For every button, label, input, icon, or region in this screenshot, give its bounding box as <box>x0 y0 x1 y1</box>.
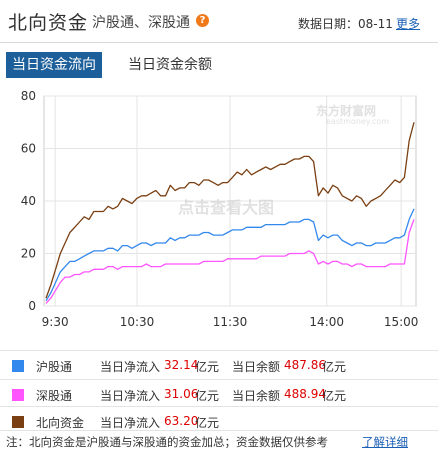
eastmoney-logo-subtext: eastmoney.com <box>326 117 390 126</box>
balance-value: 487.86 <box>284 358 326 372</box>
balance-label: 当日余额 <box>232 389 281 403</box>
legend-swatch-sz <box>12 389 24 401</box>
page-title: 北向资金 <box>8 12 89 34</box>
inflow-value: 63.20 <box>164 414 199 428</box>
series-line-2 <box>45 219 415 304</box>
x-tick-label: 11:30 <box>213 315 248 329</box>
inflow-unit: 亿元 <box>195 360 220 374</box>
inflow-label: 当日净流入 <box>100 360 161 374</box>
legend-divider <box>0 430 438 431</box>
grid-layer <box>43 95 417 307</box>
y-tick-label: 80 <box>21 89 36 103</box>
more-link[interactable]: 更多 <box>396 17 421 31</box>
page-subtitle: 沪股通、深股通 <box>92 15 190 31</box>
y-tick-label: 60 <box>21 142 36 156</box>
legend-row-north: 北向资金 当日净流入 63.20 亿元 <box>0 410 438 434</box>
x-tick-label: 14:00 <box>309 315 344 329</box>
inflow-label: 当日净流入 <box>100 416 161 430</box>
y-tick-label: 0 <box>28 299 36 313</box>
legend-name: 北向资金 <box>36 416 85 430</box>
balance-label: 当日余额 <box>232 360 281 374</box>
legend-swatch-north <box>12 416 24 428</box>
legend-name: 沪股通 <box>36 360 73 374</box>
legend-divider <box>0 406 438 407</box>
inflow-unit: 亿元 <box>195 416 220 430</box>
series-line-1 <box>45 208 415 302</box>
legend-divider <box>0 379 438 380</box>
footnote: 注：北向资金是沪股通与深股通的资金加总；资金数据仅供参考 <box>6 435 328 449</box>
legend-row-sz: 深股通 当日净流入 31.06 亿元 当日余额 488.94 亿元 <box>0 383 438 407</box>
x-tick-label: 10:30 <box>120 315 155 329</box>
y-tick-label: 20 <box>21 247 36 261</box>
chart-area[interactable]: 0 20 40 60 80 9:30 10:30 11:30 14:00 15:00 <box>0 84 438 344</box>
y-tick-label: 40 <box>21 194 36 208</box>
eastmoney-logo-watermark: 东方财富网 <box>316 104 377 118</box>
flow-line-chart[interactable]: 0 20 40 60 80 9:30 10:30 11:30 14:00 15:00 <box>0 84 438 340</box>
inflow-label: 当日净流入 <box>100 389 161 403</box>
inflow-value: 32.14 <box>164 358 199 372</box>
balance-unit: 亿元 <box>322 360 347 374</box>
axis-layer: 0 20 40 60 80 9:30 10:30 11:30 14:00 15:00 <box>21 89 419 329</box>
tab-daily-balance[interactable]: 当日资金余额 <box>128 57 212 73</box>
view-larger-watermark: 点击查看大图 <box>178 198 275 217</box>
x-tick-label: 15:00 <box>384 315 419 329</box>
header: 北向资金 沪股通、深股通 ? 数据日期：08-11 更多 <box>0 0 438 43</box>
x-tick-label: 9:30 <box>42 315 69 329</box>
learn-more-link[interactable]: 了解详细 <box>362 435 408 449</box>
legend-row-sh: 沪股通 当日净流入 32.14 亿元 当日余额 487.86 亿元 <box>0 354 438 378</box>
help-icon[interactable]: ? <box>196 14 209 27</box>
legend-swatch-sh <box>12 360 24 372</box>
series-line-0 <box>45 122 415 299</box>
tab-daily-flow[interactable]: 当日资金流向 <box>6 52 102 78</box>
legend-divider <box>0 350 438 351</box>
inflow-value: 31.06 <box>164 387 199 401</box>
balance-value: 488.94 <box>284 387 326 401</box>
inflow-unit: 亿元 <box>195 389 220 403</box>
series-layer <box>45 122 415 304</box>
legend-name: 深股通 <box>36 389 73 403</box>
tab-bar: 当日资金流向 当日资金余额 <box>0 52 438 78</box>
balance-unit: 亿元 <box>322 389 347 403</box>
data-date: 数据日期：08-11 <box>298 17 393 31</box>
